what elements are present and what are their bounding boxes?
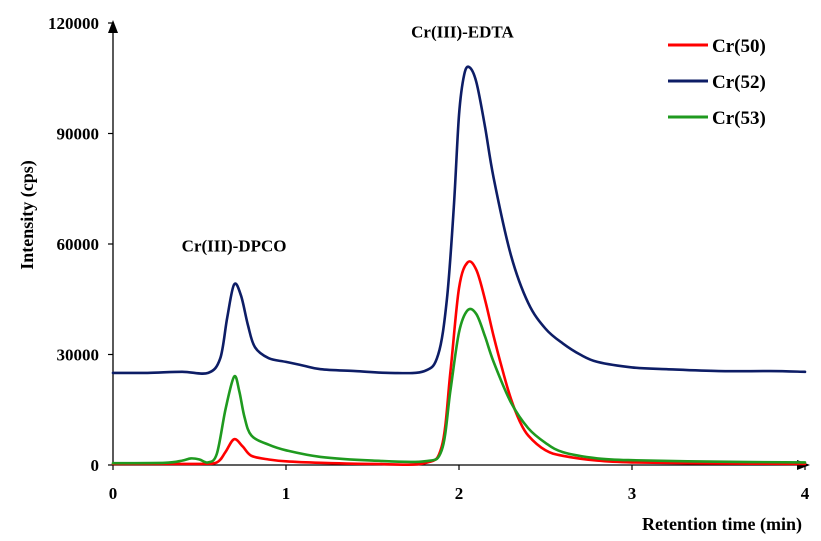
- y-tick-label: 30000: [57, 346, 100, 365]
- y-tick-label: 120000: [48, 14, 99, 33]
- x-axis-title: Retention time (min): [642, 514, 802, 535]
- y-axis-arrow: [108, 20, 118, 33]
- annotation-layer: Cr(III)-DPCO Cr(III)-EDTA: [182, 23, 515, 256]
- x-tick-label: 3: [628, 484, 637, 503]
- series-line-cr-50: [111, 260, 807, 466]
- series-line-cr-52: [111, 65, 807, 375]
- x-tick-label: 1: [282, 484, 291, 503]
- y-ticks: 0 30000 60000 90000 120000: [48, 14, 113, 475]
- legend-label: Cr(53): [712, 108, 766, 129]
- peak-annotation: Cr(III)-EDTA: [411, 23, 514, 42]
- legend: Cr(50) Cr(52) Cr(53): [668, 36, 766, 129]
- peak-annotation: Cr(III)-DPCO: [182, 236, 287, 255]
- x-tick-label: 4: [801, 484, 810, 503]
- y-axis-title: Intensity (cps): [17, 160, 38, 270]
- y-tick-label: 60000: [57, 235, 100, 254]
- legend-label: Cr(52): [712, 72, 766, 93]
- series-line-cr-53: [111, 307, 807, 465]
- y-axis: [108, 20, 118, 465]
- legend-label: Cr(50): [712, 36, 766, 57]
- series-layer: [111, 65, 807, 466]
- y-tick-label: 0: [91, 456, 100, 475]
- y-tick-label: 90000: [57, 125, 100, 144]
- x-ticks: 0 1 2 3 4: [109, 465, 810, 503]
- x-tick-label: 2: [455, 484, 464, 503]
- x-tick-label: 0: [109, 484, 118, 503]
